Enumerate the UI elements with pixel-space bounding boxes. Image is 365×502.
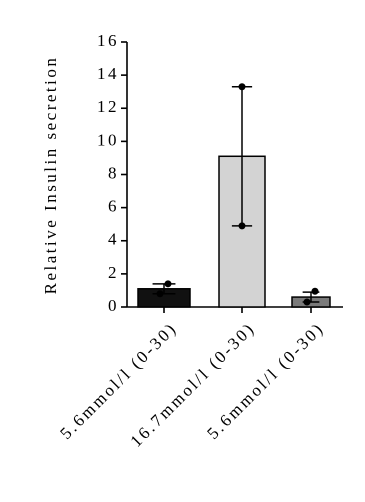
data-point (156, 290, 164, 298)
data-point (238, 83, 246, 91)
y-tick-label: 14 (97, 64, 119, 83)
data-point (164, 280, 172, 288)
y-tick-label: 12 (97, 97, 119, 116)
y-tick-label: 2 (108, 263, 119, 282)
y-tick-label: 8 (108, 163, 119, 182)
y-tick-label: 4 (108, 230, 119, 249)
data-point (311, 287, 319, 295)
y-tick-label: 6 (108, 197, 119, 216)
y-tick-label: 16 (97, 31, 119, 50)
data-point (238, 222, 246, 230)
data-point (303, 298, 311, 306)
y-axis-label: Relative Insulin secretion (41, 56, 60, 295)
x-tick-label: 5.6mmol/l (0-30) (203, 318, 328, 443)
y-tick-label: 10 (97, 130, 119, 149)
error-bar (152, 283, 176, 295)
y-tick-label: 0 (108, 296, 119, 315)
